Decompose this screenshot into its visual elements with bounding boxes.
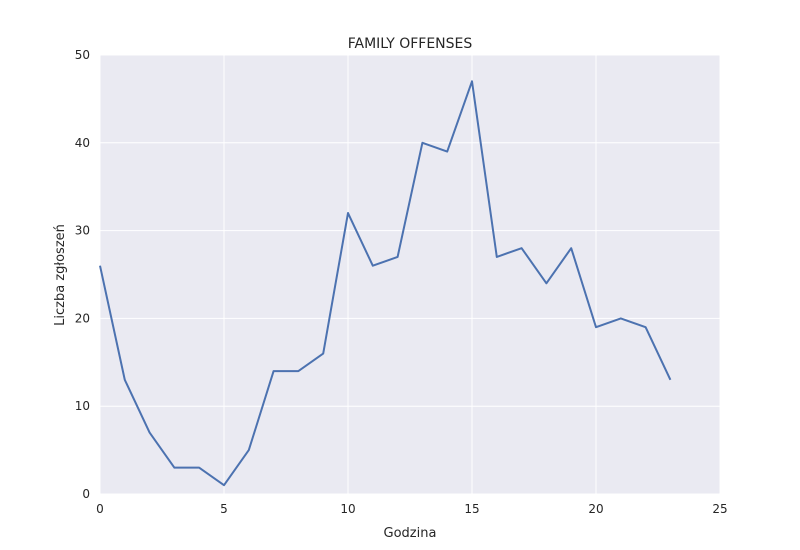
y-tick-label: 10 [75, 399, 90, 413]
x-tick-label: 20 [588, 502, 603, 516]
y-tick-label: 50 [75, 48, 90, 62]
y-tick-labels: 0 10 20 30 40 50 [75, 48, 90, 501]
y-axis-label: Liczba zgłoszeń [53, 224, 68, 326]
y-tick-label: 30 [75, 224, 90, 238]
y-tick-label: 20 [75, 311, 90, 325]
x-axis-label: Godzina [384, 526, 437, 541]
series-line [99, 80, 672, 487]
y-tick-label: 0 [82, 487, 90, 501]
x-tick-label: 15 [464, 502, 479, 516]
series-layer [99, 80, 672, 487]
x-tick-label: 0 [96, 502, 104, 516]
x-tick-labels: 0 5 10 15 20 25 [96, 502, 727, 516]
chart-title: FAMILY OFFENSES [348, 36, 473, 52]
plot-area [100, 55, 720, 494]
grid-lines [99, 54, 721, 495]
x-tick-label: 5 [220, 502, 228, 516]
x-tick-label: 10 [340, 502, 355, 516]
x-tick-label: 25 [712, 502, 727, 516]
y-tick-label: 40 [75, 136, 90, 150]
